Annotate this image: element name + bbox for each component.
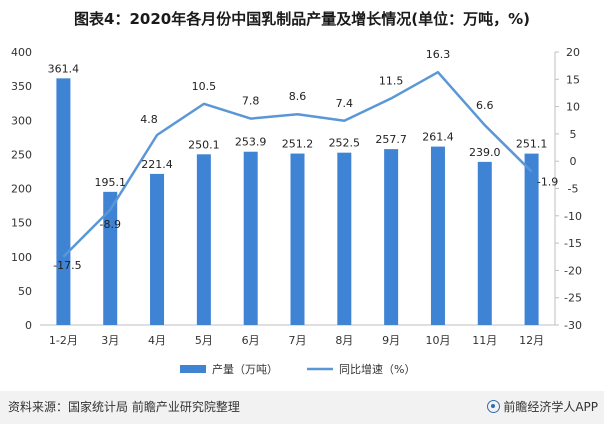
y-left-tick-label: 0 xyxy=(25,319,32,332)
x-tick-label: 7月 xyxy=(289,334,307,347)
line-value-label: 7.8 xyxy=(242,95,260,108)
chart-title: 图表4：2020年各月份中国乳制品产量及增长情况(单位：万吨，%) xyxy=(74,10,530,28)
line-value-label: 6.6 xyxy=(476,99,494,112)
x-tick-label: 9月 xyxy=(382,334,400,347)
y-right-tick-label: 20 xyxy=(566,46,580,59)
line-value-label: -17.5 xyxy=(53,259,81,272)
y-right-tick-label: -10 xyxy=(564,210,582,223)
y-left-tick-label: 350 xyxy=(11,80,32,93)
y-right-tick-label: 5 xyxy=(570,128,577,141)
bar xyxy=(477,161,492,325)
legend-bar-label: 产量（万吨） xyxy=(212,362,278,376)
bar-value-label: 257.7 xyxy=(375,133,407,146)
bar-value-label: 251.1 xyxy=(516,138,548,151)
y-left-tick-label: 200 xyxy=(11,183,32,196)
brand-logo-icon xyxy=(487,400,501,413)
y-right-tick-label: -25 xyxy=(564,292,582,305)
y-right-tick-label: 15 xyxy=(566,73,580,86)
bar xyxy=(430,146,445,325)
y-left-tick-label: 250 xyxy=(11,148,32,161)
bar xyxy=(384,149,399,325)
bar-value-label: 361.4 xyxy=(48,62,80,75)
y-right-tick-label: 0 xyxy=(570,155,577,168)
bar-value-label: 221.4 xyxy=(141,158,173,171)
line-value-label: 4.8 xyxy=(140,113,158,126)
y-right-tick-label: -20 xyxy=(564,264,582,277)
bar xyxy=(243,151,258,325)
chart-axes: 050100150200250300350400-30-25-20-15-10-… xyxy=(11,46,582,347)
bar xyxy=(150,173,165,325)
y-left-tick-label: 50 xyxy=(18,285,32,298)
bar xyxy=(196,154,211,325)
bar-value-label: 195.1 xyxy=(94,176,126,189)
legend-line-label: 同比增速（%） xyxy=(339,362,415,376)
line-value-label: -1.9 xyxy=(537,176,558,189)
line-value-label: 16.3 xyxy=(426,48,451,61)
bar-value-label: 239.0 xyxy=(469,146,501,159)
y-left-tick-label: 100 xyxy=(11,251,32,264)
y-right-tick-label: -30 xyxy=(564,319,582,332)
source-note: 资料来源：国家统计局 前瞻产业研究院整理 xyxy=(8,400,240,414)
line-value-label: -8.9 xyxy=(99,218,120,231)
x-tick-label: 11月 xyxy=(472,334,497,347)
footer-bar xyxy=(0,391,604,424)
bar xyxy=(290,153,305,325)
bar xyxy=(524,153,539,325)
bar-value-label: 252.5 xyxy=(329,137,361,150)
bar-series xyxy=(56,78,539,325)
line-value-label: 7.4 xyxy=(336,97,354,110)
bar-value-label: 250.1 xyxy=(188,138,220,151)
x-tick-label: 8月 xyxy=(335,334,353,347)
y-left-tick-label: 150 xyxy=(11,217,32,230)
y-left-tick-label: 300 xyxy=(11,114,32,127)
growth-line xyxy=(62,70,533,258)
bar xyxy=(337,152,352,325)
line-series xyxy=(62,70,533,258)
y-left-tick-label: 400 xyxy=(11,46,32,59)
x-tick-label: 4月 xyxy=(148,334,166,347)
data-labels: 361.4 195.1 221.4 250.1 253.9 251.2 252.5 257.7… xyxy=(48,48,559,272)
bar-value-label: 261.4 xyxy=(422,131,454,144)
bar-value-label: 251.2 xyxy=(282,138,314,151)
line-value-label: 11.5 xyxy=(379,74,404,87)
bar-value-label: 253.9 xyxy=(235,136,267,149)
line-value-label: 8.6 xyxy=(289,90,307,103)
x-tick-label: 12月 xyxy=(519,334,544,347)
x-tick-label: 10月 xyxy=(425,334,450,347)
x-tick-label: 5月 xyxy=(195,334,213,347)
bar xyxy=(56,78,71,325)
bar xyxy=(103,191,118,325)
brand-text: 前瞻经济学人APP xyxy=(503,400,598,414)
x-tick-label: 6月 xyxy=(242,334,260,347)
x-tick-label: 1-2月 xyxy=(49,334,78,347)
brand: 前瞻经济学人APP xyxy=(487,398,598,415)
x-tick-label: 3月 xyxy=(101,334,119,347)
y-right-tick-label: 10 xyxy=(566,101,580,114)
legend-bar-swatch xyxy=(180,365,206,373)
y-right-tick-label: -5 xyxy=(568,183,579,196)
y-right-tick-label: -15 xyxy=(564,237,582,250)
legend: 产量（万吨） 同比增速（%） xyxy=(180,362,415,376)
line-value-label: 10.5 xyxy=(192,80,217,93)
